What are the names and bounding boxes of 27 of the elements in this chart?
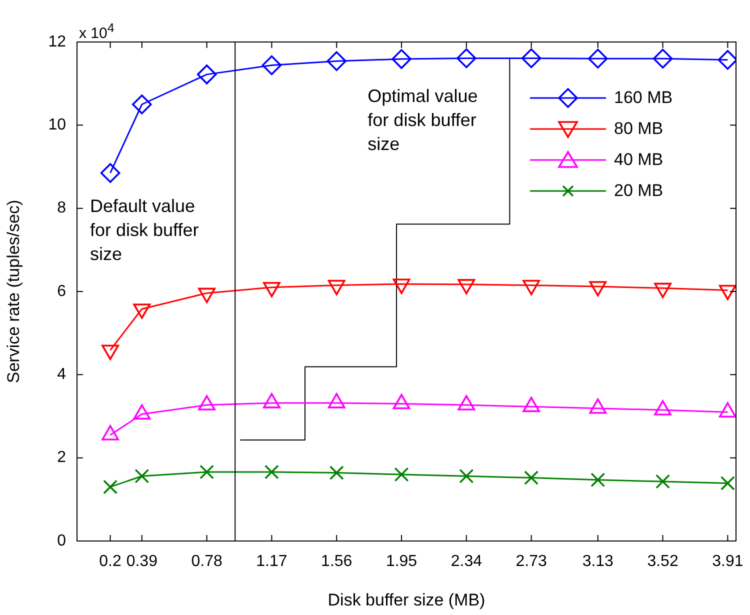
x-tick-label: 0.78: [191, 553, 222, 570]
x-tick-label: 0.39: [126, 553, 158, 570]
x-tick-label: 1.95: [386, 553, 418, 570]
legend-label: 80 MB: [614, 118, 664, 138]
y-tick-label: 6: [57, 282, 66, 300]
x-tick-label: 3.52: [647, 553, 678, 570]
x-tick-label: 1.17: [256, 553, 288, 570]
x-tick-label: 2.34: [450, 553, 482, 570]
legend-label: 40 MB: [614, 150, 664, 170]
x-tick-label: 3.13: [582, 553, 614, 570]
y-tick-label: 2: [57, 449, 66, 466]
x-tick-label: 2.73: [516, 553, 547, 570]
y-tick-label: 0: [57, 532, 66, 550]
ref-line-label: Default value for disk buffer size: [90, 195, 200, 266]
y-tick-label: 12: [48, 33, 66, 50]
x-tick-label: 0.2: [99, 553, 122, 570]
x-axis-title: Disk buffer size (MB): [328, 590, 486, 610]
x-tick-label: 3.91: [712, 553, 744, 570]
y-tick-label: 10: [48, 116, 66, 134]
legend-label: 20 MB: [614, 180, 664, 200]
annotation: Optimal value for disk buffer size: [368, 85, 479, 156]
x-tick-label: 1.56: [321, 553, 352, 570]
y-tick-label: 8: [57, 200, 66, 217]
legend-label: 160 MB: [614, 88, 673, 108]
y-tick-label: 4: [57, 366, 66, 384]
annotation: x 10$^{4}$: [79, 20, 114, 44]
y-axis-title: Service rate (tuples/sec): [4, 200, 23, 384]
